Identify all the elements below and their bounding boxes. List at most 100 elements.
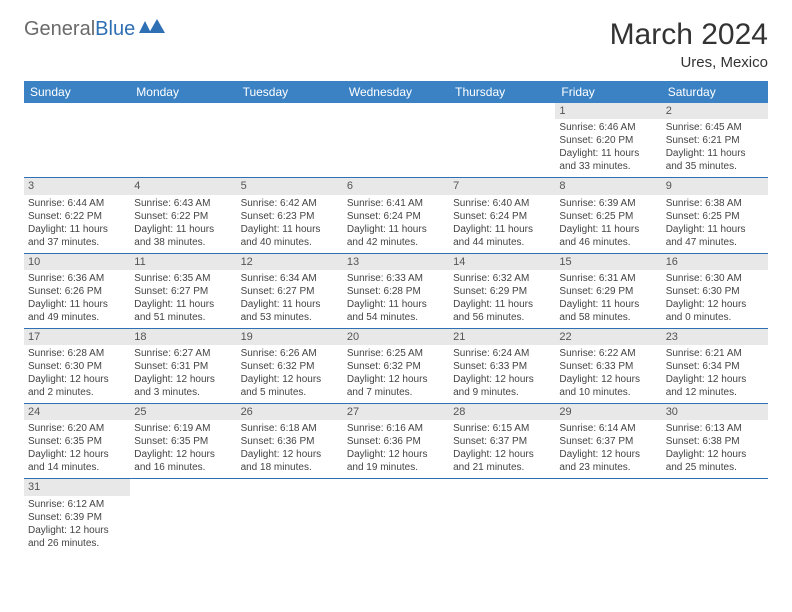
sunset-text: Sunset: 6:28 PM	[347, 285, 445, 298]
calendar-cell: 3Sunrise: 6:44 AMSunset: 6:22 PMDaylight…	[24, 178, 130, 253]
calendar-cell: 21 Sunrise: 6:24 AMSunset: 6:33 PMDayligh…	[449, 328, 555, 403]
calendar-table: SundayMondayTuesdayWednesdayThursdayFrid…	[24, 81, 768, 554]
calendar-cell	[237, 103, 343, 178]
calendar-cell: 20Sunrise: 6:25 AMSunset: 6:32 PMDayligh…	[343, 328, 449, 403]
calendar-cell	[555, 479, 661, 554]
sunset-text: Sunset: 6:22 PM	[134, 210, 232, 223]
calendar-cell: 27Sunrise: 6:16 AMSunset: 6:36 PMDayligh…	[343, 404, 449, 479]
daylight-text: Daylight: 12 hours and 21 minutes.	[453, 448, 551, 474]
day-number: 27	[343, 404, 449, 420]
sunrise-text: Sunrise: 6:22 AM	[559, 347, 657, 360]
sunrise-text: Sunrise: 6:18 AM	[241, 422, 339, 435]
calendar-cell	[343, 103, 449, 178]
calendar-cell: 10Sunrise: 6:36 AMSunset: 6:26 PMDayligh…	[24, 253, 130, 328]
calendar-cell: 2Sunrise: 6:45 AMSunset: 6:21 PMDaylight…	[662, 103, 768, 178]
sunrise-text: Sunrise: 6:20 AM	[28, 422, 126, 435]
sunset-text: Sunset: 6:37 PM	[559, 435, 657, 448]
day-number: 5	[237, 178, 343, 194]
weekday-header: Saturday	[662, 81, 768, 103]
calendar-cell: 24Sunrise: 6:20 AMSunset: 6:35 PMDayligh…	[24, 404, 130, 479]
calendar-cell	[449, 479, 555, 554]
daylight-text: Daylight: 11 hours and 38 minutes.	[134, 223, 232, 249]
daylight-text: Daylight: 11 hours and 53 minutes.	[241, 298, 339, 324]
sunrise-text: Sunrise: 6:46 AM	[559, 121, 657, 134]
calendar-cell: 23Sunrise: 6:21 AMSunset: 6:34 PMDayligh…	[662, 328, 768, 403]
calendar-cell: 5Sunrise: 6:42 AMSunset: 6:23 PMDaylight…	[237, 178, 343, 253]
daylight-text: Daylight: 12 hours and 5 minutes.	[241, 373, 339, 399]
daylight-text: Daylight: 12 hours and 14 minutes.	[28, 448, 126, 474]
day-number: 28	[449, 404, 555, 420]
daylight-text: Daylight: 12 hours and 23 minutes.	[559, 448, 657, 474]
sunrise-text: Sunrise: 6:41 AM	[347, 197, 445, 210]
sunrise-text: Sunrise: 6:27 AM	[134, 347, 232, 360]
sunset-text: Sunset: 6:27 PM	[134, 285, 232, 298]
calendar-cell	[449, 103, 555, 178]
calendar-cell: 29Sunrise: 6:14 AMSunset: 6:37 PMDayligh…	[555, 404, 661, 479]
sunrise-text: Sunrise: 6:14 AM	[559, 422, 657, 435]
sunrise-text: Sunrise: 6:38 AM	[666, 197, 764, 210]
sunset-text: Sunset: 6:30 PM	[666, 285, 764, 298]
calendar-cell: 15Sunrise: 6:31 AMSunset: 6:29 PMDayligh…	[555, 253, 661, 328]
daylight-text: Daylight: 11 hours and 46 minutes.	[559, 223, 657, 249]
calendar-cell	[343, 479, 449, 554]
calendar-body: 1Sunrise: 6:46 AMSunset: 6:20 PMDaylight…	[24, 103, 768, 554]
daylight-text: Daylight: 11 hours and 54 minutes.	[347, 298, 445, 324]
sunset-text: Sunset: 6:27 PM	[241, 285, 339, 298]
sunrise-text: Sunrise: 6:13 AM	[666, 422, 764, 435]
daylight-text: Daylight: 11 hours and 35 minutes.	[666, 147, 764, 173]
calendar-row: 24Sunrise: 6:20 AMSunset: 6:35 PMDayligh…	[24, 404, 768, 479]
calendar-cell: 30Sunrise: 6:13 AMSunset: 6:38 PMDayligh…	[662, 404, 768, 479]
day-number: 13	[343, 254, 449, 270]
sunrise-text: Sunrise: 6:31 AM	[559, 272, 657, 285]
day-number: 14	[449, 254, 555, 270]
sunset-text: Sunset: 6:36 PM	[347, 435, 445, 448]
sunrise-text: Sunrise: 6:35 AM	[134, 272, 232, 285]
daylight-text: Daylight: 11 hours and 37 minutes.	[28, 223, 126, 249]
day-number: 3	[24, 178, 130, 194]
sunrise-text: Sunrise: 6:44 AM	[28, 197, 126, 210]
calendar-cell: 8Sunrise: 6:39 AMSunset: 6:25 PMDaylight…	[555, 178, 661, 253]
daylight-text: Daylight: 12 hours and 9 minutes.	[453, 373, 551, 399]
sunrise-text: Sunrise: 6:12 AM	[28, 498, 126, 511]
sunset-text: Sunset: 6:29 PM	[559, 285, 657, 298]
sunset-text: Sunset: 6:39 PM	[28, 511, 126, 524]
sunrise-text: Sunrise: 6:26 AM	[241, 347, 339, 360]
sunrise-text: Sunrise: 6:43 AM	[134, 197, 232, 210]
logo-text-blue: Blue	[95, 18, 135, 41]
day-number: 21	[449, 329, 555, 345]
sunset-text: Sunset: 6:24 PM	[453, 210, 551, 223]
day-number: 1	[555, 103, 661, 119]
day-number: 22	[555, 329, 661, 345]
daylight-text: Daylight: 12 hours and 18 minutes.	[241, 448, 339, 474]
sunrise-text: Sunrise: 6:15 AM	[453, 422, 551, 435]
calendar-cell	[662, 479, 768, 554]
daylight-text: Daylight: 11 hours and 49 minutes.	[28, 298, 126, 324]
day-number: 30	[662, 404, 768, 420]
calendar-cell: 4Sunrise: 6:43 AMSunset: 6:22 PMDaylight…	[130, 178, 236, 253]
daylight-text: Daylight: 12 hours and 26 minutes.	[28, 524, 126, 550]
daylight-text: Daylight: 11 hours and 51 minutes.	[134, 298, 232, 324]
day-number: 16	[662, 254, 768, 270]
sunrise-text: Sunrise: 6:36 AM	[28, 272, 126, 285]
month-title: March 2024	[610, 18, 768, 52]
sunrise-text: Sunrise: 6:32 AM	[453, 272, 551, 285]
daylight-text: Daylight: 11 hours and 33 minutes.	[559, 147, 657, 173]
weekday-header: Sunday	[24, 81, 130, 103]
sunset-text: Sunset: 6:29 PM	[453, 285, 551, 298]
calendar-row: 1Sunrise: 6:46 AMSunset: 6:20 PMDaylight…	[24, 103, 768, 178]
daylight-text: Daylight: 12 hours and 10 minutes.	[559, 373, 657, 399]
sunset-text: Sunset: 6:23 PM	[241, 210, 339, 223]
sunrise-text: Sunrise: 6:24 AM	[453, 347, 551, 360]
sunset-text: Sunset: 6:26 PM	[28, 285, 126, 298]
sunset-text: Sunset: 6:25 PM	[666, 210, 764, 223]
sunrise-text: Sunrise: 6:25 AM	[347, 347, 445, 360]
sunrise-text: Sunrise: 6:16 AM	[347, 422, 445, 435]
sunset-text: Sunset: 6:36 PM	[241, 435, 339, 448]
day-number: 19	[237, 329, 343, 345]
sunset-text: Sunset: 6:33 PM	[453, 360, 551, 373]
calendar-cell	[237, 479, 343, 554]
sunrise-text: Sunrise: 6:19 AM	[134, 422, 232, 435]
day-number: 15	[555, 254, 661, 270]
flag-icon	[139, 18, 165, 41]
day-number: 17	[24, 329, 130, 345]
